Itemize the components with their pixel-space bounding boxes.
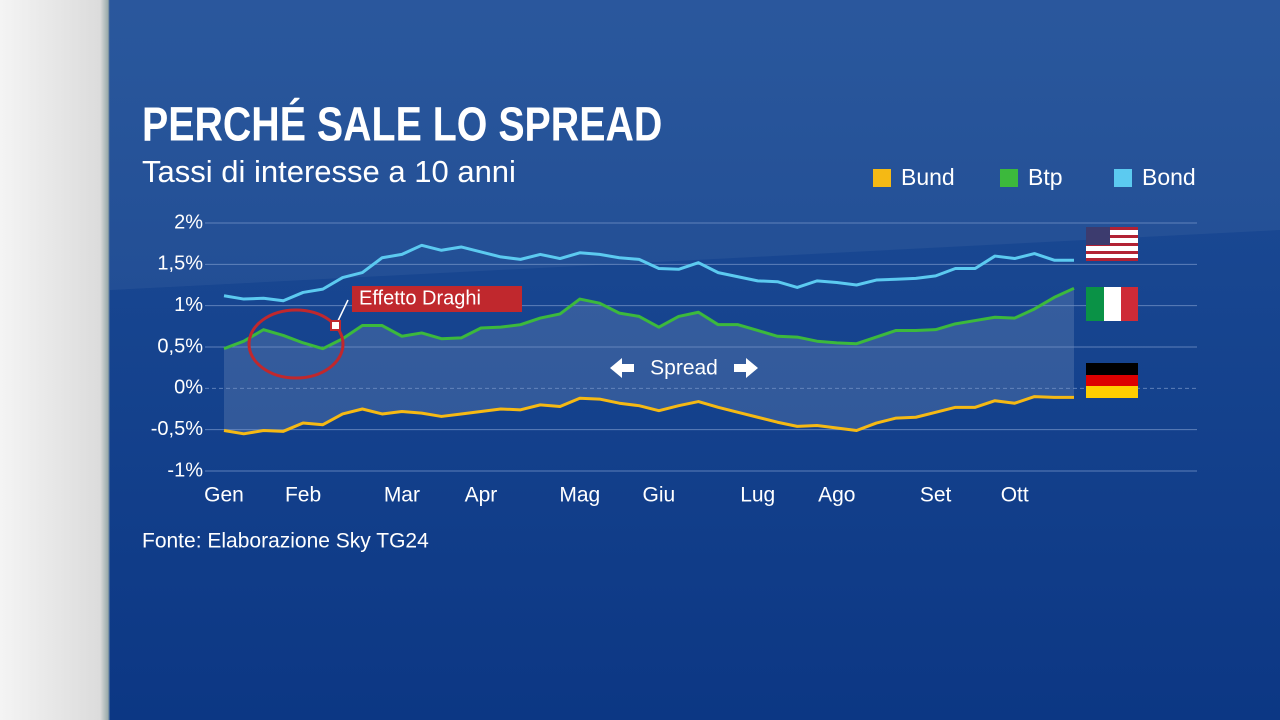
- background: [110, 0, 1280, 720]
- legend-label: Bund: [901, 164, 955, 190]
- flag-us: [1086, 227, 1138, 261]
- x-tick-label: Mag: [559, 484, 600, 507]
- source: Fonte: Elaborazione Sky TG24: [142, 530, 429, 553]
- callout-box: [352, 286, 522, 312]
- background-band: [110, 0, 1280, 290]
- arrow-right: [734, 358, 758, 378]
- y-tick-label: 0,5%: [157, 335, 203, 357]
- line: [223, 286, 1075, 351]
- x-tick-label: Gen: [204, 484, 244, 507]
- legend-swatch: [873, 169, 891, 187]
- plot-area: -1% -0,5% 0% 0,5% 1% 1,5% 2% Gen Feb Mar Apr Mag Giu…: [151, 211, 1197, 507]
- x-tick-label: Apr: [465, 484, 498, 507]
- x-tick-label: Feb: [285, 484, 321, 507]
- x-tick-label: Giu: [643, 484, 676, 507]
- annotation: Spread: [650, 357, 718, 380]
- annotation: Effetto Draghi: [359, 287, 481, 309]
- y-tick-label: 0%: [174, 377, 203, 399]
- callout-dot: [330, 320, 341, 331]
- x-tick-label: Set: [920, 484, 952, 507]
- x-tick-label: Lug: [740, 484, 775, 507]
- legend-swatch: [1000, 169, 1018, 187]
- y-tick-label: 2%: [174, 211, 203, 233]
- line: [223, 395, 1074, 436]
- legend-label: Bond: [1142, 164, 1196, 190]
- highlight-circle: [247, 308, 345, 380]
- chart-title: PERCHÉ SALE LO SPREAD: [142, 97, 662, 152]
- spread-area: [224, 288, 1074, 434]
- legend-label: Btp: [1028, 164, 1063, 190]
- y-tick-label: -1%: [167, 459, 203, 481]
- flag-germany: [1086, 363, 1138, 398]
- line: [223, 243, 1074, 303]
- y-tick-label: -0,5%: [151, 418, 203, 440]
- y-tick-label: 1%: [174, 294, 203, 316]
- x-tick-label: Ott: [1001, 484, 1029, 507]
- legend-swatch: [1114, 169, 1132, 187]
- chart-subtitle: Tassi di interesse a 10 anni: [142, 154, 516, 189]
- y-tick-label: 1,5%: [157, 253, 203, 275]
- arrow-left: [610, 358, 634, 378]
- x-tick-label: Ago: [818, 484, 855, 507]
- flag-italy: [1086, 287, 1138, 321]
- x-tick-label: Mar: [384, 484, 420, 507]
